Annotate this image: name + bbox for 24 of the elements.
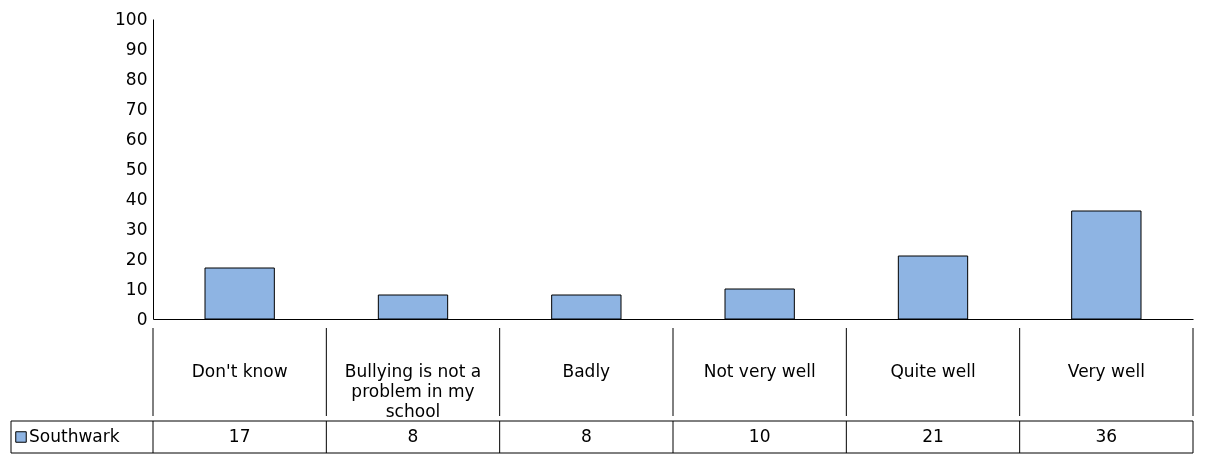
data-label: 21: [922, 426, 944, 446]
y-tick-label: 60: [125, 128, 148, 149]
y-tick-label: 100: [115, 8, 148, 29]
y-tick-label: 0: [136, 308, 148, 329]
y-tick-label: 90: [125, 38, 148, 59]
data-label: 8: [580, 426, 592, 446]
x-tick-label: Very well: [1067, 361, 1145, 381]
data-label: 10: [748, 426, 771, 446]
legend-label: Southwark: [29, 426, 120, 446]
y-tick-label: 10: [125, 278, 148, 299]
data-label: 8: [407, 426, 419, 446]
data-label: 36: [1095, 426, 1118, 446]
x-tick-label: Bullying is not a problem in my school: [344, 361, 482, 421]
x-tick-label: Badly: [562, 361, 611, 381]
y-tick-label: 50: [125, 158, 148, 179]
y-tick-label: 80: [125, 68, 148, 89]
y-tick-label: 30: [125, 218, 148, 239]
data-label: 17: [228, 426, 251, 446]
y-tick-label: 70: [125, 98, 148, 119]
y-tick-label: 20: [125, 248, 148, 269]
y-tick-label: 40: [125, 188, 148, 209]
x-tick-label: Not very well: [703, 361, 816, 381]
x-tick-label: Don't know: [191, 361, 288, 381]
x-tick-label: Quite well: [890, 361, 976, 381]
